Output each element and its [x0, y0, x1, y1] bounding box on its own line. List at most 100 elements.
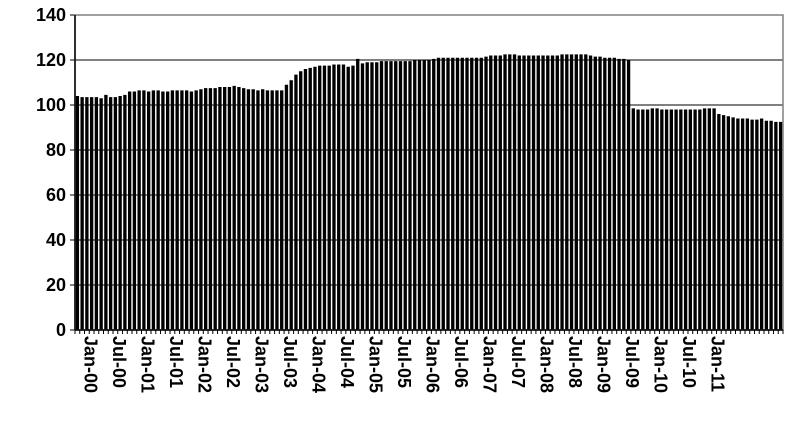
bar [270, 90, 274, 330]
bar [474, 57, 479, 330]
bar [441, 57, 445, 330]
bar [736, 118, 740, 330]
bar [108, 97, 113, 330]
bar [593, 56, 597, 330]
bar [603, 57, 607, 330]
bar [555, 55, 559, 330]
bar [384, 61, 388, 330]
bar [598, 56, 602, 330]
bar [251, 89, 255, 330]
bar [522, 55, 526, 330]
bar [631, 108, 635, 330]
y-tick-label: 120 [36, 50, 66, 70]
bar [465, 57, 469, 330]
bar [223, 87, 227, 330]
bar [204, 88, 208, 330]
bar [394, 61, 398, 330]
x-tick-label: Jul-05 [394, 336, 414, 388]
bar [778, 121, 783, 330]
bar [370, 62, 374, 330]
y-tick-label: 100 [36, 95, 66, 115]
x-tick-label: Jul-06 [451, 336, 471, 388]
bar [199, 89, 203, 330]
bar [256, 90, 260, 330]
bar [432, 58, 436, 330]
bar [707, 108, 712, 330]
bar [584, 54, 588, 330]
y-tick-label: 60 [46, 185, 66, 205]
bar [498, 55, 502, 330]
y-tick-label: 80 [46, 140, 66, 160]
bar [512, 54, 517, 330]
bar [660, 109, 664, 330]
bar [536, 55, 540, 330]
bar [237, 87, 241, 330]
bar [508, 54, 512, 330]
bar [356, 58, 360, 330]
bar [337, 64, 341, 330]
x-tick-label: Jul-07 [508, 336, 528, 388]
bar [379, 61, 384, 330]
bar [289, 80, 293, 330]
x-tick-label: Jan-05 [365, 336, 385, 393]
x-tick-label: Jul-10 [679, 336, 699, 388]
bar [683, 109, 688, 330]
x-axis-tick-labels: Jan-00 Jul-00 Jan-01 Jul-01 Jan-02 Jul-02 Jan-… [80, 336, 727, 393]
bar [470, 57, 474, 330]
x-tick-label: Jan-00 [80, 336, 100, 393]
bar [617, 58, 621, 330]
bar [175, 90, 179, 330]
bar [731, 117, 735, 330]
bar [774, 121, 778, 330]
bar [489, 55, 493, 330]
bar [161, 91, 165, 330]
bar [484, 56, 488, 330]
x-tick-label: Jan-08 [537, 336, 557, 393]
bar [717, 114, 721, 330]
bar [493, 55, 498, 330]
bar [422, 60, 426, 330]
bar [127, 91, 132, 330]
bar [427, 60, 431, 330]
x-tick-label: Jul-03 [280, 336, 300, 388]
bar [265, 90, 270, 330]
bar [645, 109, 650, 330]
bar [170, 90, 175, 330]
bar [417, 60, 422, 330]
bar [213, 88, 217, 330]
bar [351, 65, 355, 330]
bar [712, 108, 716, 330]
bar [698, 109, 702, 330]
bar [740, 118, 745, 330]
bar [626, 60, 631, 330]
bar [579, 54, 583, 330]
bar [693, 109, 697, 330]
bar [275, 90, 279, 330]
bar [375, 62, 379, 330]
y-axis-tick-labels: 0 20 40 60 80 100 120 140 [36, 5, 66, 340]
y-tick-label: 140 [36, 5, 66, 25]
bar [123, 94, 127, 330]
bar [460, 57, 464, 330]
x-tick-label: Jan-07 [480, 336, 500, 393]
bar [455, 57, 460, 330]
bars [75, 54, 783, 330]
bar [327, 65, 331, 330]
x-tick-label: Jul-01 [166, 336, 186, 388]
axes [70, 14, 784, 334]
bar [546, 55, 550, 330]
bar [360, 63, 365, 330]
bar [113, 97, 118, 330]
bar [721, 115, 726, 330]
x-tick-label: Jan-02 [194, 336, 214, 393]
bar [527, 55, 531, 330]
bar [85, 97, 89, 330]
y-tick-label: 40 [46, 230, 66, 250]
bar [503, 54, 507, 330]
bar [341, 64, 346, 330]
bar [408, 61, 412, 330]
bar [303, 69, 308, 330]
bar [759, 118, 764, 330]
x-tick-label: Jan-01 [137, 336, 157, 393]
